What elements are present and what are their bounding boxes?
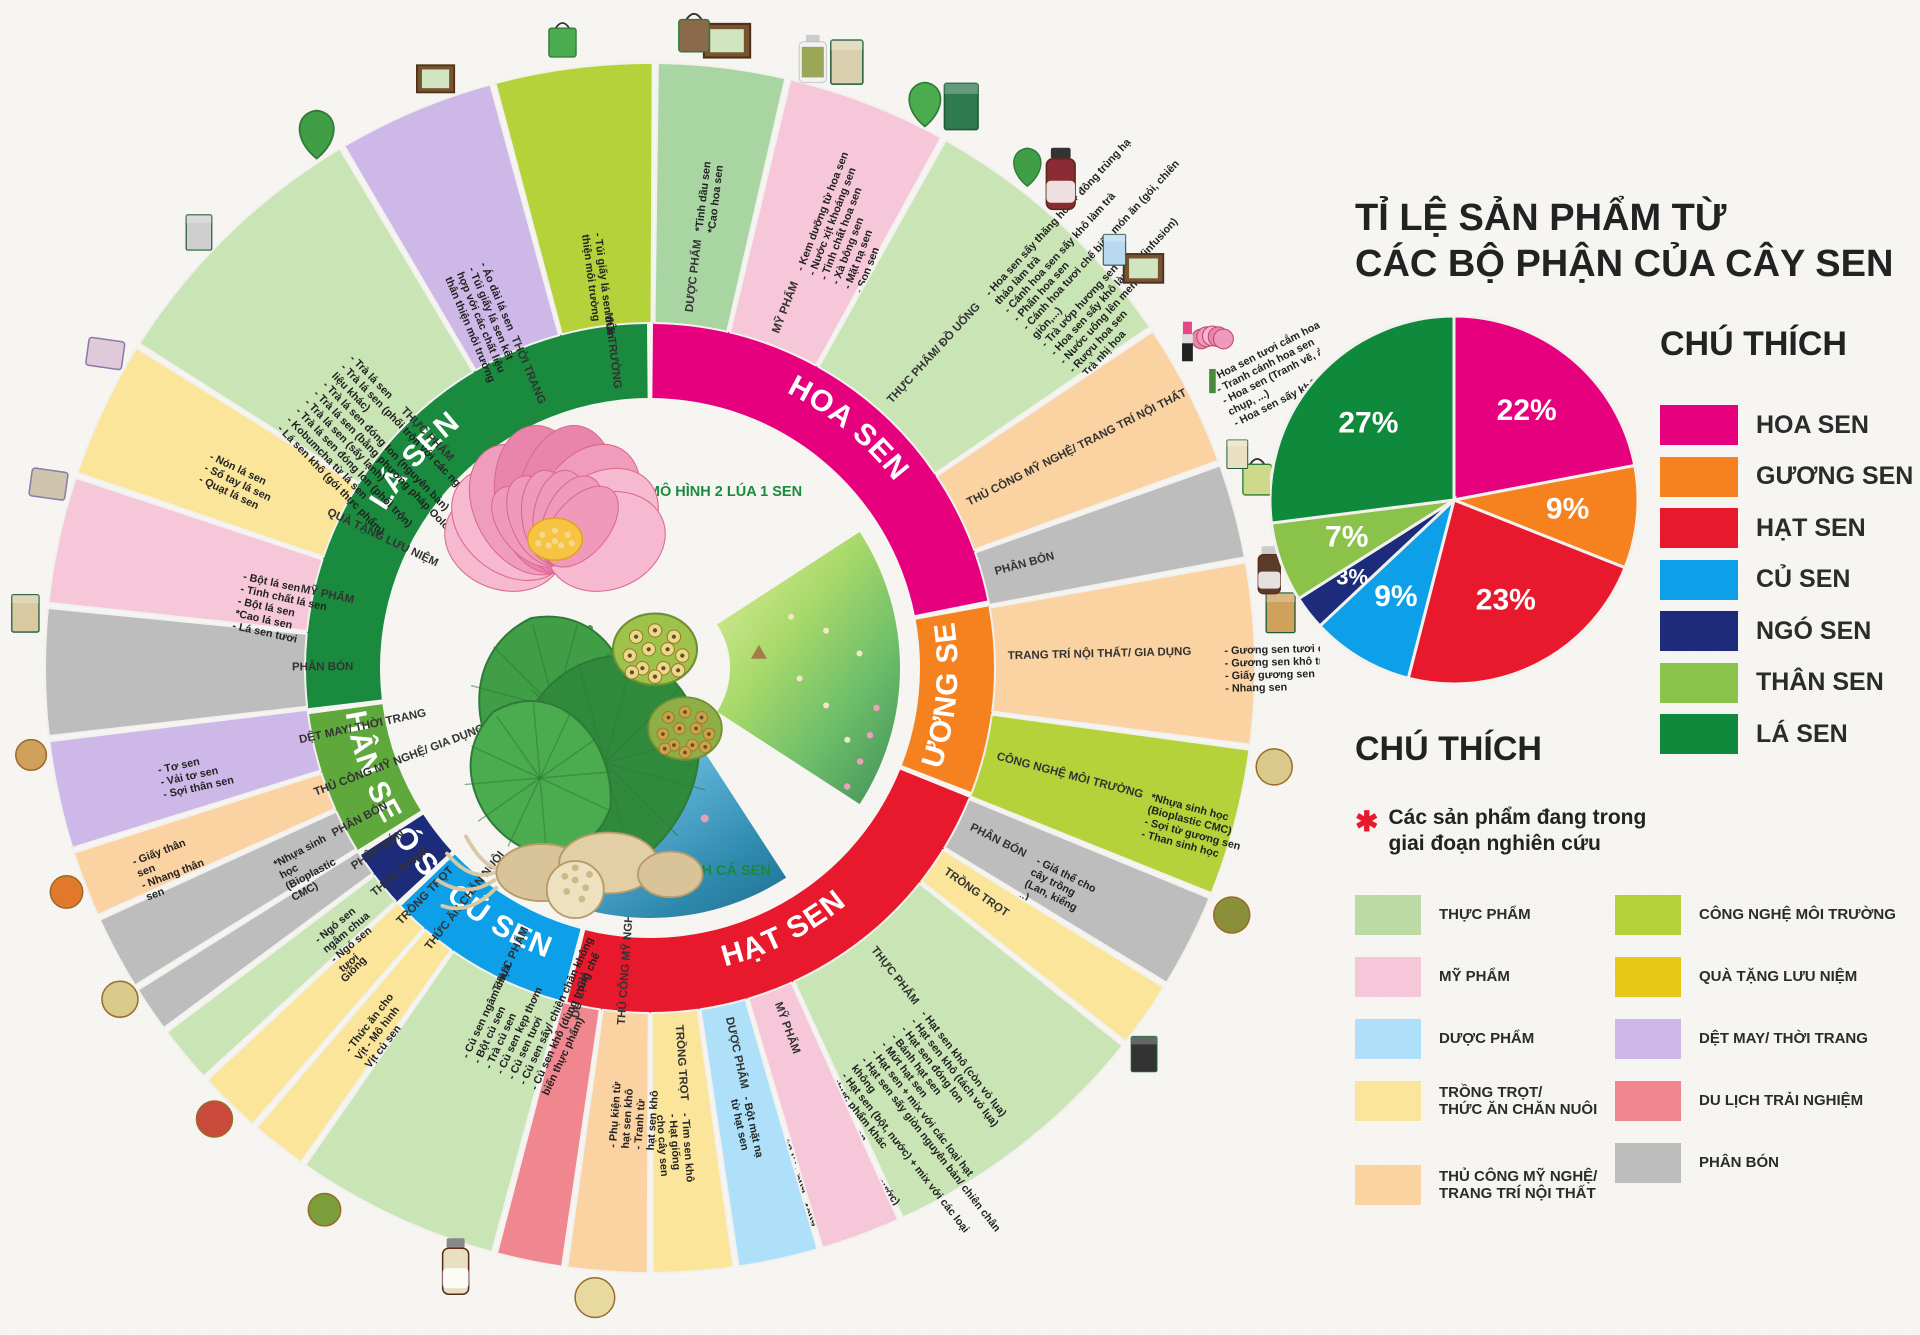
svg-text:22%: 22% [1497, 394, 1557, 427]
svg-text:9%: 9% [1546, 493, 1589, 526]
svg-text:9%: 9% [1374, 580, 1417, 613]
svg-text:MÔ HÌNH 2 LÚA 1 SEN: MÔ HÌNH 2 LÚA 1 SEN [648, 482, 802, 500]
svg-text:7%: 7% [1325, 521, 1368, 554]
svg-text:23%: 23% [1476, 584, 1536, 617]
svg-text:PHÂN BÓN: PHÂN BÓN [292, 660, 353, 673]
svg-text:- Phụ kiện từhạt sen khô- Tran: - Phụ kiện từhạt sen khô- Tranh từhạt se… [607, 1081, 661, 1151]
svg-text:27%: 27% [1338, 407, 1398, 440]
